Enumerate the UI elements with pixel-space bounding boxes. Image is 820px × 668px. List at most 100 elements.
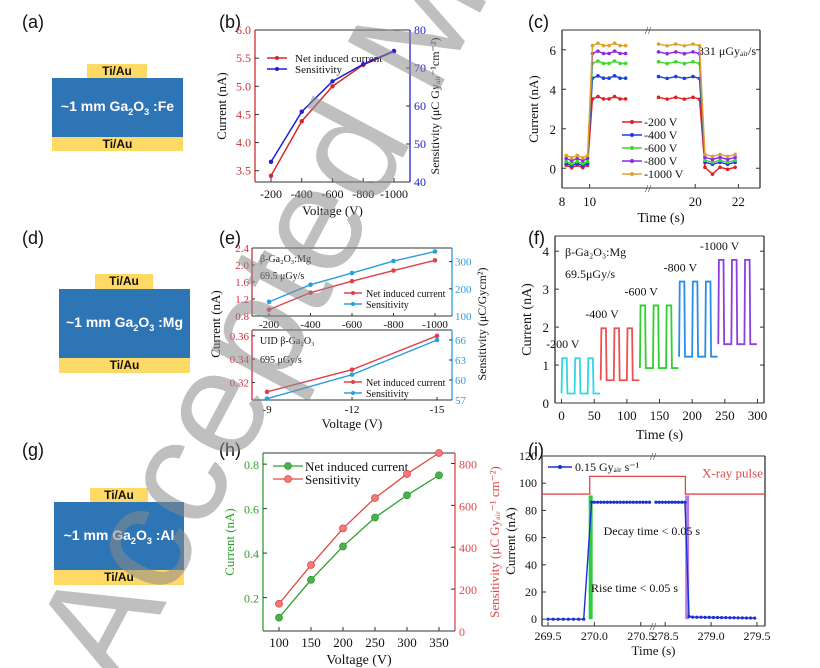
y-tick-label: 4 [543, 244, 550, 259]
voltage-step-label: -400 V [585, 307, 619, 321]
data-point [660, 500, 665, 504]
y-tick-label: 6 [550, 43, 557, 58]
data-point [308, 290, 313, 295]
dose-rate-annotation: 69.5μGy/s [565, 267, 615, 281]
data-point [618, 51, 622, 56]
data-point [599, 500, 603, 504]
bulk-label: ~1 mm Ga2O3 :Al [63, 526, 175, 546]
data-point [580, 161, 585, 166]
data-point [625, 500, 629, 504]
legend-label: Net induced current [295, 53, 382, 65]
x-tick-label: -600 [322, 187, 344, 201]
device-schematic-mg: Ti/Au ~1 mm Ga2O3 :Mg Ti/Au [59, 274, 190, 374]
y-tick-label: 6.0 [236, 23, 251, 37]
data-point [733, 155, 737, 160]
data-point [682, 44, 687, 48]
panel-label-d: (d) [22, 228, 44, 248]
y2-tick-label: 57 [455, 395, 467, 407]
series-line [565, 75, 626, 167]
data-point [683, 500, 687, 504]
x-tick-label: -800 [383, 319, 404, 331]
data-point [607, 76, 611, 80]
x-axis-label: Voltage (V) [326, 653, 392, 668]
legend-marker [630, 133, 634, 137]
dose-rate-annotation: 695 μGy/s [260, 355, 302, 366]
data-point [673, 74, 678, 79]
data-point [569, 158, 574, 163]
chart-f: 0 1 2 3 4 0 50 100 150 200 250 300 Time (s) Current (… [520, 235, 768, 443]
y-tick-label: 0 [531, 612, 537, 626]
legend-marker [630, 120, 634, 124]
data-point [710, 154, 715, 159]
series-line [268, 259, 436, 311]
panel-label-h: (h) [219, 440, 241, 460]
data-point [744, 616, 749, 620]
data-point [711, 615, 715, 620]
y2-axis-label: Sensitivity (μC/Gycm²) [475, 267, 489, 380]
panel-label-a: (a) [22, 12, 44, 32]
legend-label: -800 V [644, 154, 678, 168]
y-tick-label: 0.8 [235, 311, 249, 323]
y2-tick-label: 70 [414, 61, 426, 75]
y2-tick-label: 200 [459, 583, 477, 597]
data-point [434, 337, 440, 343]
material-annotation: β-Ga₂O₃:Mg [260, 254, 311, 265]
y2-tick-label: 300 [455, 257, 472, 269]
data-point [725, 160, 730, 165]
data-point [710, 160, 715, 165]
data-point [268, 159, 274, 165]
data-point [753, 616, 757, 620]
legend-label: Sensitivity [305, 472, 361, 487]
data-point [623, 97, 628, 101]
axis-break-mark: // [645, 183, 652, 195]
data-point [680, 500, 684, 504]
series-line [565, 50, 626, 162]
dose-rate-annotation: 69.5 μGy/s [260, 271, 304, 282]
data-point [699, 615, 703, 619]
data-point [654, 500, 658, 504]
x-tick-label: -800 [352, 187, 374, 201]
x-axis-label: Time (s) [636, 428, 684, 443]
voltage-step-label: -200 V [546, 337, 580, 351]
data-point [596, 59, 600, 63]
axis-break-mark: // [650, 451, 657, 463]
data-point [601, 76, 606, 80]
data-point [612, 94, 617, 99]
data-point [623, 43, 628, 48]
data-point [564, 159, 568, 164]
device-schematic-al: Ti/Au ~1 mm Ga2O3 :Al Ti/Au [54, 488, 184, 585]
data-point [391, 48, 397, 54]
data-point [618, 61, 622, 66]
data-point [607, 61, 611, 66]
legend-marker [275, 56, 279, 60]
series-line [599, 327, 640, 382]
data-point [623, 76, 628, 80]
x-tick-label: 300 [748, 408, 768, 423]
legend-marker [351, 291, 355, 295]
x-tick-label: 270.5 [627, 629, 654, 643]
x-tick-label: -400 [291, 187, 313, 201]
x-tick-label: 150 [650, 408, 670, 423]
x-tick-label: 100 [269, 635, 289, 650]
y2-axis-label: Sensitivity (μC Gyₐᵢᵣ⁻¹cm⁻²) [428, 38, 442, 175]
data-point [665, 44, 669, 48]
data-point [703, 158, 707, 163]
x-tick-label: 20 [689, 194, 702, 209]
panel-label-i: (i) [528, 440, 544, 460]
data-point [596, 74, 600, 78]
data-point [612, 49, 617, 53]
data-point [575, 153, 580, 158]
x-tick-label: 270.0 [581, 629, 608, 643]
data-point [691, 50, 695, 54]
data-point [718, 152, 722, 157]
x-tick-label: 8 [559, 194, 566, 209]
y2-tick-label: 63 [455, 355, 467, 367]
data-point [707, 615, 711, 620]
legend-label: 0.15 Gyₐᵢᵣ s⁻¹ [575, 460, 640, 474]
chart-h: 0.2 0.4 0.6 0.8 0 200 400 600 800 100 150 200 250 300… [222, 449, 502, 668]
data-point [628, 500, 632, 504]
data-point [618, 97, 622, 101]
legend-label: Sensitivity [366, 389, 409, 400]
data-point [720, 615, 724, 620]
data-point [691, 74, 695, 79]
